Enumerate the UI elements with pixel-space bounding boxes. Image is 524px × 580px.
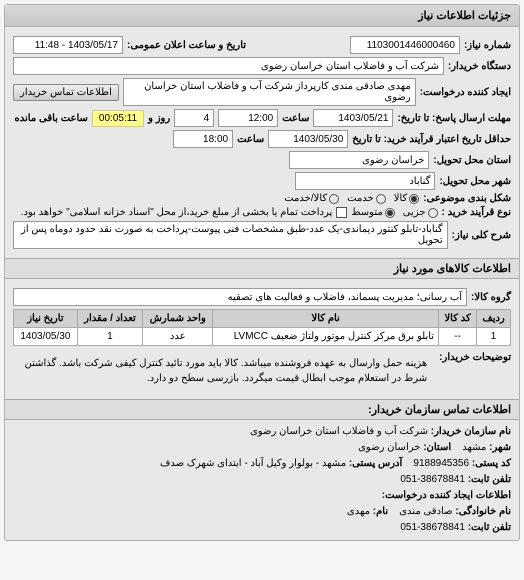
shape-radio-group: کالا خدمت کالا/خدمت: [284, 193, 419, 204]
province-label: استان محل تحویل:: [433, 155, 511, 166]
address-label: آدرس پستی:: [349, 458, 402, 469]
buyer-contact-button[interactable]: اطلاعات تماس خریدار: [13, 84, 119, 101]
panel-title: جزئیات اطلاعات نیاز: [5, 5, 519, 27]
phone2-value: 38678841-051: [400, 522, 465, 533]
validity-date: 1403/05/30: [268, 130, 348, 148]
cell-code: --: [439, 328, 477, 346]
creator2-label: اطلاعات ایجاد کننده درخواست:: [382, 490, 511, 501]
radio-medium-label: متوسط: [351, 207, 382, 218]
keywords-value: گناباد-تابلو کنتور دیماندی-یک عدد-طبق مش…: [13, 221, 448, 249]
postcode-value: 9188945356: [413, 458, 469, 469]
address-value: مشهد - بولوار وکیل آباد - ابتدای شهرک صد…: [160, 458, 346, 469]
city2-value: مشهد: [462, 442, 486, 453]
cell-qty: 1: [77, 328, 142, 346]
city-label: شهر محل تحویل:: [439, 176, 511, 187]
cell-unit: عدد: [143, 328, 213, 346]
countdown-timer: 00:05:11: [92, 110, 144, 127]
goods-group-value: آب رسانی؛ مدیریت پسماند، فاضلاب و فعالیت…: [13, 288, 467, 306]
radio-small[interactable]: [428, 208, 438, 218]
request-number: 1103001446000460: [350, 36, 460, 54]
radio-service-label: خدمت: [347, 193, 374, 204]
buyer-notes: هزینه حمل وارسال به عهده فروشنده میباشد.…: [13, 352, 435, 390]
name-value: مهدی: [347, 506, 370, 517]
radio-goods[interactable]: [409, 194, 419, 204]
treasury-check-label: پرداخت تمام یا بخشی از مبلغ خرید،از محل …: [21, 207, 333, 218]
buyer-name: شرکت آب و فاضلاب استان خراسان رضوی: [13, 57, 444, 75]
goods-table: ردیف کد کالا نام کالا واحد شمارش تعداد /…: [13, 309, 511, 346]
radio-goods-service-label: کالا/خدمت: [284, 193, 327, 204]
phone-label: تلفن ثابت:: [468, 474, 511, 485]
goods-group-label: گروه کالا:: [471, 292, 511, 303]
goods-section-title: اطلاعات کالاهای مورد نیاز: [5, 258, 519, 279]
th-name: نام کالا: [213, 310, 439, 328]
radio-small-label: جزیی: [403, 207, 426, 218]
keywords-label: شرح کلی نیاز:: [452, 230, 511, 241]
buyer-notes-label: توضیحات خریدار:: [439, 352, 511, 363]
deadline-send-label: مهلت ارسال پاسخ: تا تاریخ:: [397, 113, 511, 124]
table-row: 1 -- تابلو برق مرکز کنترل موتور ولتاژ ضع…: [14, 328, 511, 346]
creator-value: مهدی صادقی مندی کارپرداز شرکت آب و فاضلا…: [123, 78, 416, 106]
validity-label: حداقل تاریخ اعتبار قرآیند خرید: تا تاریخ: [352, 134, 511, 145]
radio-goods-service[interactable]: [329, 194, 339, 204]
contact-section-title: اطلاعات تماس سازمان خریدار:: [5, 399, 519, 420]
deadline-send-date: 1403/05/21: [313, 109, 393, 127]
budget-radio-group: جزیی متوسط: [351, 207, 437, 218]
cell-name: تابلو برق مرکز کنترل موتور ولتاژ ضعیف LV…: [213, 328, 439, 346]
announce-value: 1403/05/17 - 11:48: [13, 36, 123, 54]
province2-value: خراسان رضوی: [358, 442, 420, 453]
name-label: نام:: [373, 506, 388, 517]
remaining-label: ساعت باقی مانده: [15, 113, 88, 124]
province2-label: استان:: [423, 442, 451, 453]
phone2-label: تلفن ثابت:: [468, 522, 511, 533]
family-value: صادقی مندی: [399, 506, 452, 517]
creator-label: ایجاد کننده درخواست:: [420, 87, 511, 98]
city2-label: شهر:: [489, 442, 511, 453]
phone-value: 38678841-051: [400, 474, 465, 485]
hour-label-2: ساعت: [237, 134, 264, 145]
radio-medium[interactable]: [385, 208, 395, 218]
days-remaining: 4: [174, 109, 214, 127]
th-unit: واحد شمارش: [143, 310, 213, 328]
org-label: نام سازمان خریدار:: [431, 426, 511, 437]
validity-hour: 18:00: [173, 130, 233, 148]
hour-label-1: ساعت: [282, 113, 309, 124]
request-number-label: شماره نیاز:: [464, 40, 511, 51]
org-value: شرکت آب و فاضلاب استان خراسان رضوی: [250, 426, 428, 437]
radio-goods-label: کالا: [394, 193, 408, 204]
th-qty: تعداد / مقدار: [77, 310, 142, 328]
announce-label: تاریخ و ساعت اعلان عمومی:: [127, 40, 246, 51]
day-label: روز و: [148, 113, 170, 124]
deadline-send-hour: 12:00: [218, 109, 278, 127]
budget-label: نوع قرآیند خرید :: [442, 207, 511, 218]
th-code: کد کالا: [439, 310, 477, 328]
postcode-label: کد پستی:: [472, 458, 511, 469]
cell-date: 1403/05/30: [14, 328, 78, 346]
province-value: خراسان رضوی: [289, 151, 429, 169]
cell-row: 1: [477, 328, 511, 346]
radio-service[interactable]: [376, 194, 386, 204]
treasury-checkbox[interactable]: [336, 207, 347, 218]
city-value: گناباد: [295, 172, 435, 190]
th-date: تاریخ نیاز: [14, 310, 78, 328]
th-row: ردیف: [477, 310, 511, 328]
buyer-name-label: دستگاه خریدار:: [448, 61, 511, 72]
shape-label: شکل بندی موضوعی:: [423, 193, 511, 204]
family-label: نام خانوادگی:: [455, 506, 511, 517]
